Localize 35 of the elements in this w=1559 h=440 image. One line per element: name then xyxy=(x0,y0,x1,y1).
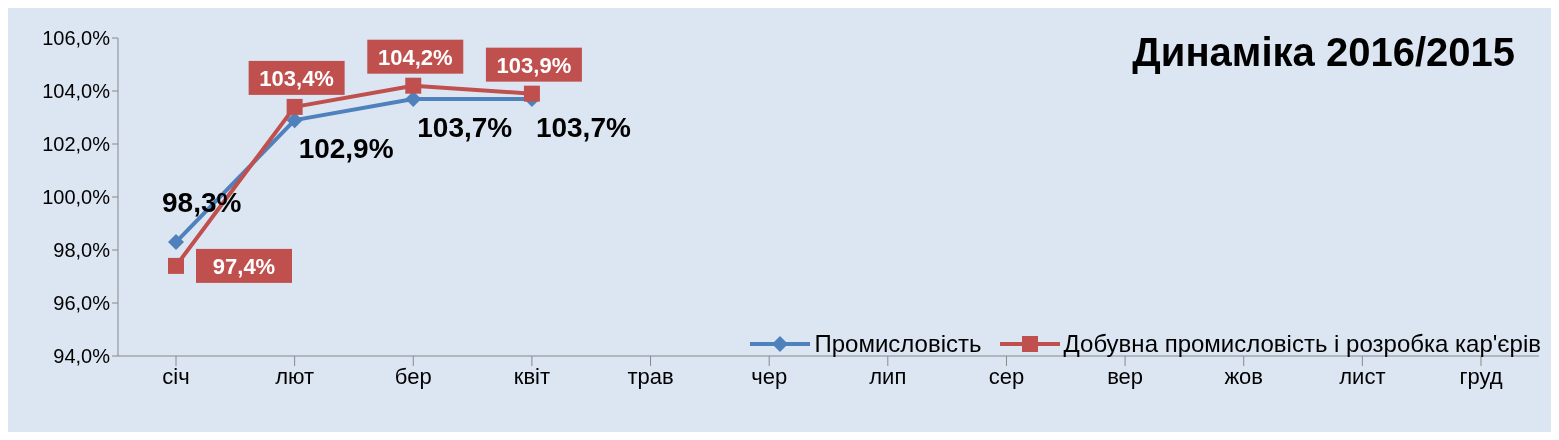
y-tick-label: 104,0% xyxy=(42,80,111,103)
x-tick-label: лип xyxy=(869,363,907,389)
legend-label: Промисловість xyxy=(814,330,982,358)
x-tick-label: лист xyxy=(1339,363,1386,389)
y-tick-label: 96,0% xyxy=(53,292,111,315)
point xyxy=(168,234,184,251)
x-tick-label: трав xyxy=(627,363,674,389)
x-tick-label: жов xyxy=(1224,363,1264,389)
x-tick-label: квіт xyxy=(513,363,551,389)
y-tick-label: 102,0% xyxy=(42,133,111,156)
data-label: 104,2% xyxy=(377,44,453,70)
y-tick-label: 100,0% xyxy=(42,186,111,209)
point xyxy=(523,85,540,102)
data-label: 103,7% xyxy=(417,111,513,143)
x-tick-label: сер xyxy=(988,363,1025,389)
x-tick-label: вер xyxy=(1107,363,1144,389)
y-tick-label: 98,0% xyxy=(53,239,111,262)
x-tick-label: чер xyxy=(751,363,788,389)
point xyxy=(405,77,422,94)
x-tick-label: бер xyxy=(394,363,432,389)
x-tick-label: груд xyxy=(1459,363,1503,389)
y-tick-label: 106,0% xyxy=(42,27,111,50)
data-label: 97,4% xyxy=(212,253,276,279)
data-label: 103,7% xyxy=(535,111,631,143)
point xyxy=(168,257,184,274)
data-label: 103,4% xyxy=(259,65,334,91)
chart-title: Динаміка 2016/2015 xyxy=(1132,30,1515,75)
data-label: 102,9% xyxy=(298,133,394,165)
x-tick-label: лют xyxy=(275,363,315,389)
legend-label: Добувна промисловість і розробка кар'єрів xyxy=(1063,330,1541,358)
x-tick-label: січ xyxy=(162,363,190,389)
point xyxy=(286,112,303,129)
y-tick-label: 94,0% xyxy=(53,345,111,368)
data-label: 103,9% xyxy=(496,52,572,78)
point xyxy=(286,98,303,115)
